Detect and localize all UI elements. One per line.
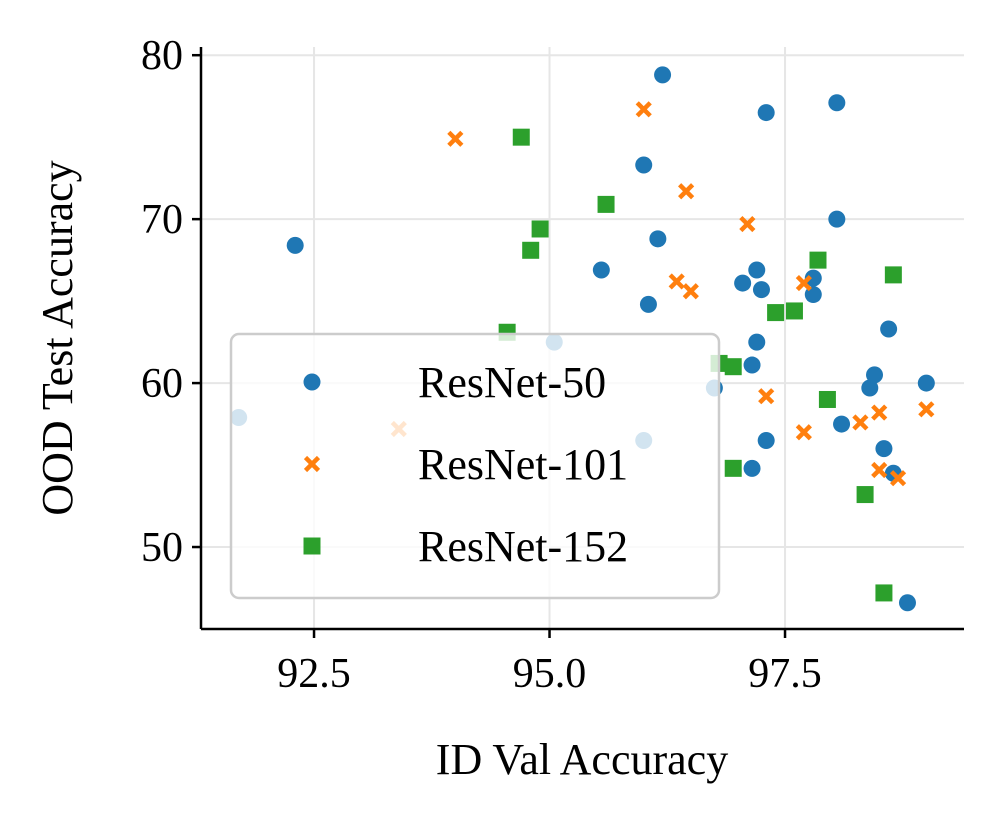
y-axis-label: OOD Test Accuracy [33,160,82,515]
point-resnet-152 [818,390,836,408]
legend-box [229,332,721,600]
point-resnet-101 [758,388,775,405]
point-resnet-50 [743,356,761,374]
y-tick-label: 80 [141,33,183,79]
point-resnet-152 [875,584,893,602]
legend-label-resnet-50: ResNet-50 [418,358,606,407]
point-resnet-152 [809,251,827,269]
point-resnet-101 [635,101,652,118]
point-resnet-152 [522,241,540,259]
axis-ticks: 92.5 95.0 97.5 50 60 70 80 [141,33,822,697]
y-tick-label: 60 [141,361,183,407]
point-resnet-50 [828,210,846,228]
point-resnet-50 [286,236,304,254]
point-resnet-50 [880,320,898,338]
point-resnet-101 [795,274,812,292]
point-resnet-50 [833,415,851,433]
y-tick-label: 50 [141,525,183,571]
legend: ResNet-50 ResNet-101 ResNet-152 [229,332,721,600]
point-resnet-50 [743,459,761,477]
point-resnet-152 [767,304,785,322]
point-resnet-152 [856,486,874,504]
point-resnet-101 [795,424,812,441]
point-resnet-50 [649,230,667,248]
series-resnet-152 [498,128,902,602]
y-tick-label: 70 [141,197,183,243]
point-resnet-152 [597,195,615,213]
x-axis-label: ID Val Accuracy [436,735,728,784]
point-resnet-50 [875,440,893,458]
point-resnet-152 [531,220,549,238]
point-resnet-152 [884,266,902,284]
point-resnet-152 [724,459,742,477]
point-resnet-101 [739,215,756,233]
series-resnet-101 [390,101,935,487]
point-resnet-101 [678,183,695,200]
point-resnet-50 [828,94,846,112]
point-resnet-50 [757,431,775,449]
point-resnet-152 [512,128,530,146]
point-resnet-50 [866,366,884,384]
legend-marker-resnet-50 [303,373,321,391]
point-resnet-50 [917,374,935,392]
point-resnet-50 [804,269,822,287]
point-resnet-101 [447,130,464,147]
legend-marker-resnet-101 [303,455,321,473]
point-resnet-50 [748,261,766,279]
point-resnet-50 [734,274,752,292]
point-resnet-101 [668,273,685,290]
point-resnet-101 [871,404,888,421]
point-resnet-101 [889,470,907,487]
point-resnet-50 [861,379,879,397]
x-tick-label: 95.0 [513,651,587,697]
legend-label-resnet-152: ResNet-152 [418,522,628,571]
point-resnet-50 [898,594,916,612]
point-resnet-152 [724,358,742,376]
point-resnet-50 [654,66,672,84]
legend-entries: ResNet-50 ResNet-101 ResNet-152 [303,358,628,571]
point-resnet-101 [852,414,869,431]
x-tick-label: 97.5 [748,651,822,697]
x-tick-label: 92.5 [277,651,351,697]
point-resnet-101 [682,283,699,300]
point-resnet-50 [639,295,657,313]
point-resnet-50 [635,156,653,174]
point-resnet-50 [752,281,770,299]
point-resnet-50 [748,333,766,351]
point-resnet-101 [918,401,935,418]
point-resnet-50 [757,104,775,122]
point-resnet-50 [592,261,610,279]
legend-label-resnet-101: ResNet-101 [418,440,628,489]
legend-marker-resnet-152 [303,537,321,555]
point-resnet-152 [785,302,803,320]
point-resnet-101 [871,461,888,479]
